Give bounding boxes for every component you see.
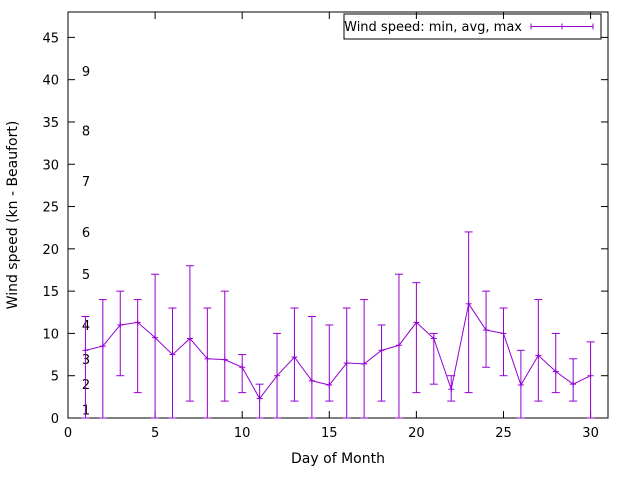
y-tick-label: 0 bbox=[51, 412, 59, 427]
x-tick-label: 20 bbox=[408, 426, 425, 441]
y-tick-label: 30 bbox=[42, 158, 59, 173]
y-tick-label: 20 bbox=[42, 243, 59, 258]
y-tick-label: 45 bbox=[42, 31, 59, 46]
legend-box bbox=[343, 13, 602, 40]
x-axis-label: Day of Month bbox=[291, 451, 385, 467]
y-tick-label: 10 bbox=[42, 327, 59, 342]
beaufort-tick-label: 3 bbox=[82, 353, 90, 368]
beaufort-tick-label: 5 bbox=[82, 268, 90, 283]
plot-border bbox=[67, 11, 609, 419]
x-tick-label: 25 bbox=[495, 426, 512, 441]
beaufort-tick-label: 4 bbox=[82, 319, 90, 334]
beaufort-tick-label: 9 bbox=[82, 65, 90, 80]
y-tick-label: 15 bbox=[42, 285, 59, 300]
x-tick-label: 10 bbox=[234, 426, 251, 441]
x-tick-label: 0 bbox=[64, 426, 72, 441]
y-axis-label: Wind speed (kn - Beaufort) bbox=[5, 121, 21, 310]
y-tick-label: 25 bbox=[42, 201, 59, 216]
x-tick-label: 5 bbox=[151, 426, 159, 441]
x-tick-label: 15 bbox=[321, 426, 338, 441]
beaufort-tick-label: 1 bbox=[82, 404, 90, 419]
y-tick-label: 40 bbox=[42, 74, 59, 89]
avg-line bbox=[85, 302, 591, 400]
beaufort-tick-label: 8 bbox=[82, 124, 90, 139]
y-tick-label: 35 bbox=[42, 116, 59, 131]
y-tick-label: 5 bbox=[51, 370, 59, 385]
beaufort-tick-label: 6 bbox=[82, 226, 90, 241]
beaufort-tick-label: 7 bbox=[82, 175, 90, 190]
x-tick-label: 30 bbox=[582, 426, 599, 441]
beaufort-tick-label: 2 bbox=[82, 378, 90, 393]
legend-label: Wind speed: min, avg, max bbox=[344, 20, 522, 35]
